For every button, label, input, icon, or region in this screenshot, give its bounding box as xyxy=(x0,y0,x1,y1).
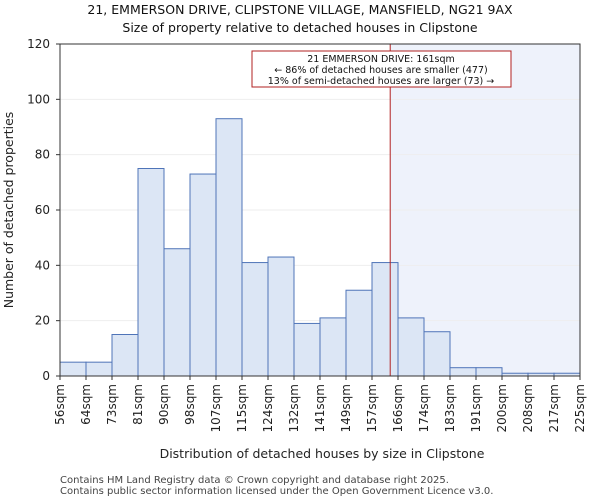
x-tick-label-208sqm: 208sqm xyxy=(521,384,535,432)
x-tick-label-217sqm: 217sqm xyxy=(547,384,561,432)
x-axis-label: Distribution of detached houses by size … xyxy=(160,446,485,461)
annotation-rect xyxy=(251,50,512,88)
x-tick-label-174sqm: 174sqm xyxy=(417,384,431,432)
bar-73sqm xyxy=(111,334,139,377)
x-tick-label-132sqm: 132sqm xyxy=(287,384,301,432)
x-tick-label-81sqm: 81sqm xyxy=(131,384,145,425)
x-tick-label-64sqm: 64sqm xyxy=(79,384,93,425)
bar-56sqm xyxy=(59,361,87,377)
chart-subtitle: Size of property relative to detached ho… xyxy=(122,20,478,35)
bar-183sqm xyxy=(449,367,477,377)
bar-191sqm xyxy=(475,367,503,377)
y-tick-label: 120 xyxy=(27,37,50,51)
y-tick-label: 60 xyxy=(35,203,50,217)
x-tick-label-157sqm: 157sqm xyxy=(365,384,379,432)
bar-107sqm xyxy=(215,118,243,377)
x-tick-label-141sqm: 141sqm xyxy=(313,384,327,432)
y-axis-label: Number of detached properties xyxy=(1,112,16,309)
bar-124sqm xyxy=(267,256,295,377)
y-tick-label: 100 xyxy=(27,92,50,106)
bar-98sqm xyxy=(189,173,217,377)
x-tick-label-98sqm: 98sqm xyxy=(183,384,197,425)
y-tick-label: 80 xyxy=(35,148,50,162)
footer-line-1: Contains HM Land Registry data © Crown c… xyxy=(60,475,449,486)
annotation-box: 21 EMMERSON DRIVE: 161sqm ← 86% of detac… xyxy=(251,50,512,88)
bar-174sqm xyxy=(423,331,451,377)
x-tick-label-166sqm: 166sqm xyxy=(391,384,405,432)
bar-90sqm xyxy=(163,248,191,377)
bar-141sqm xyxy=(319,317,347,377)
y-tick-label: 20 xyxy=(35,314,50,328)
y-tick-label: 40 xyxy=(35,258,50,272)
y-tick-label: 0 xyxy=(42,369,50,383)
bar-64sqm xyxy=(85,361,113,377)
x-axis: 56sqm 64sqm 73sqm 81sqm 90sqm 98sqm 107sqm 115s… xyxy=(53,376,587,432)
footer-line-2: Contains public sector information licen… xyxy=(60,486,493,497)
bar-149sqm xyxy=(345,289,373,377)
annotation-line-2: 13% of semi-detached houses are larger (… xyxy=(268,76,495,87)
bar-115sqm xyxy=(241,262,269,377)
x-tick-label-90sqm: 90sqm xyxy=(157,384,171,425)
x-tick-label-115sqm: 115sqm xyxy=(235,384,249,432)
x-tick-label-149sqm: 149sqm xyxy=(339,384,353,432)
x-tick-label-183sqm: 183sqm xyxy=(443,384,457,432)
y-axis: 0 20 40 60 80 100 120 xyxy=(27,37,60,383)
bar-81sqm xyxy=(137,168,165,377)
x-tick-label-56sqm: 56sqm xyxy=(53,384,67,425)
chart-title: 21, EMMERSON DRIVE, CLIPSTONE VILLAGE, M… xyxy=(87,2,513,17)
bar-132sqm xyxy=(293,322,321,377)
x-tick-label-124sqm: 124sqm xyxy=(261,384,275,432)
x-tick-label-73sqm: 73sqm xyxy=(105,384,119,425)
annotation-line-1: ← 86% of detached houses are smaller (47… xyxy=(274,65,487,76)
x-tick-label-225sqm: 225sqm xyxy=(573,384,587,432)
x-tick-label-107sqm: 107sqm xyxy=(209,384,223,432)
bars xyxy=(59,118,581,377)
annotation-title: 21 EMMERSON DRIVE: 161sqm xyxy=(307,54,455,65)
x-tick-label-200sqm: 200sqm xyxy=(495,384,509,432)
bar-157sqm xyxy=(371,262,399,377)
x-tick-label-191sqm: 191sqm xyxy=(469,384,483,432)
bar-166sqm xyxy=(397,317,425,377)
